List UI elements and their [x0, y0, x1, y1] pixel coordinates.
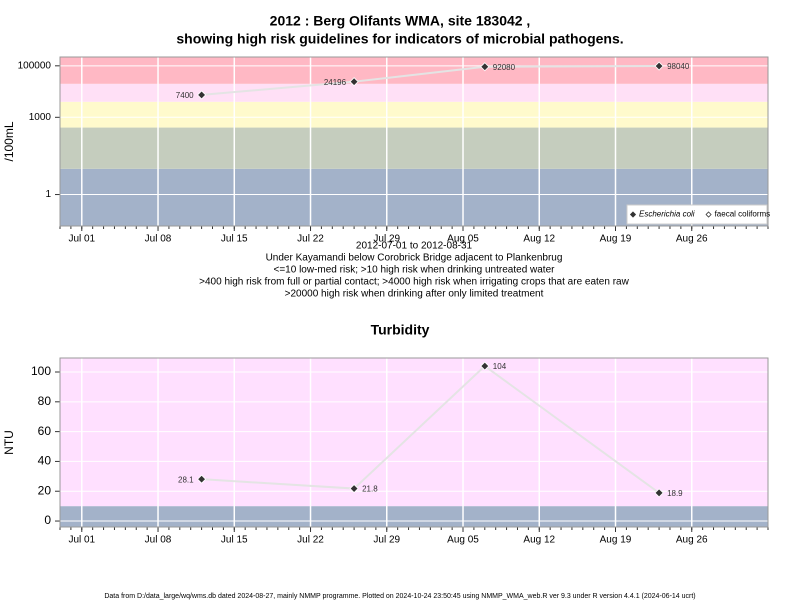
data-label: 92080 [493, 63, 516, 72]
data-point [654, 61, 664, 71]
y-axis-label: /100mL [2, 121, 16, 161]
y-tick-label: 1000 [29, 112, 52, 123]
plot-frame [59, 357, 769, 528]
y-tick-label: 60 [38, 424, 52, 438]
legend-marker [705, 211, 712, 218]
x-tick-label: Jul 01 [68, 234, 95, 245]
legend-box [626, 204, 768, 225]
x-tick-label: Jul 08 [145, 234, 172, 245]
footer: Data from D:/data_large/wq/wms.db dated … [104, 593, 695, 600]
data-label: 24196 [324, 78, 347, 87]
data-point [654, 488, 664, 498]
x-tick-label: Jul 29 [373, 234, 400, 245]
legend: Escherichia coli faecal coliforms [626, 204, 771, 225]
chart-title: Turbidity [371, 322, 430, 338]
y-tick-label: 1 [45, 189, 51, 200]
subtitle: >400 high risk from full or partial cont… [199, 277, 629, 288]
data-point [349, 483, 359, 494]
risk-band [60, 83, 768, 102]
y-tick-label: 80 [38, 394, 52, 408]
x-tick-label: Jul 22 [297, 234, 324, 245]
y-tick-label: 40 [38, 454, 52, 468]
data-label: 28.1 [178, 475, 194, 484]
x-tick-label: Jul 22 [297, 535, 324, 546]
legend-label: faecal coliforms [715, 210, 771, 219]
x-tick-label: Jul 08 [145, 535, 172, 546]
risk-band [60, 506, 768, 527]
x-tick-label: Jul 15 [221, 535, 248, 546]
data-label: 104 [493, 362, 507, 371]
data-label: 21.8 [362, 485, 378, 494]
data-label: 18.9 [667, 489, 683, 498]
x-tick-label: Aug 26 [676, 535, 708, 546]
risk-band [60, 127, 768, 169]
x-tick-label: Aug 12 [523, 234, 555, 245]
subtitle: >20000 high risk when drinking after onl… [285, 289, 544, 300]
y-tick-label: 100 [31, 364, 51, 378]
x-tick-label: Aug 05 [447, 535, 479, 546]
legend-marker [629, 211, 637, 218]
x-tick-label: Jul 15 [221, 234, 248, 245]
x-tick-label: Jul 01 [68, 535, 95, 546]
legend-label: Escherichia coli [639, 210, 695, 219]
risk-band [60, 57, 768, 84]
x-tick-label: Aug 26 [676, 234, 708, 245]
data-point [480, 361, 490, 371]
data-point [197, 474, 207, 484]
y-axis-label: NTU [2, 430, 16, 455]
x-tick-label: Aug 12 [523, 535, 555, 546]
data-label: 7400 [176, 91, 194, 100]
x-tick-label: Aug 19 [600, 234, 632, 245]
x-tick-label: Aug 19 [600, 535, 632, 546]
risk-band [60, 101, 768, 128]
y-tick-label: 20 [38, 483, 52, 497]
chart-title: 2012 : Berg Olifants WMA, site 183042 , [270, 13, 531, 29]
subtitle: <=10 low-med risk; >10 high risk when dr… [274, 265, 556, 276]
plot-frame [59, 56, 769, 227]
y-tick-label: 100000 [18, 60, 52, 71]
y-tick-label: 0 [44, 513, 51, 527]
x-tick-label: Aug 05 [447, 234, 479, 245]
data-point [480, 62, 490, 72]
data-label: 98040 [667, 62, 690, 71]
subtitle: 2012-07-01 to 2012-08-31 [356, 241, 473, 252]
series-line [201, 65, 660, 96]
chart-title: showing high risk guidelines for indicat… [176, 31, 623, 47]
subtitle: Under Kayamandi below Corobrick Bridge a… [266, 253, 563, 264]
data-point [197, 90, 207, 100]
series-line [201, 364, 660, 494]
data-point [349, 77, 359, 87]
x-tick-label: Jul 29 [373, 535, 400, 546]
